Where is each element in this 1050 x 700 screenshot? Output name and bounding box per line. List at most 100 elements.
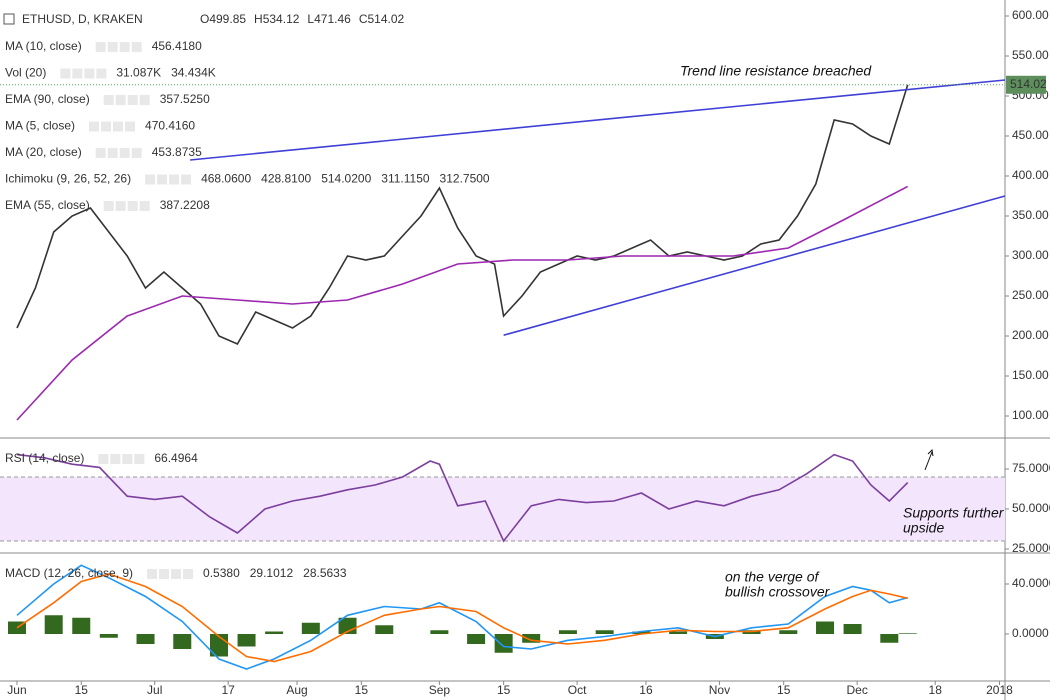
histogram-bar bbox=[898, 633, 917, 634]
y-tick-label: 350.00 bbox=[1012, 208, 1049, 222]
indicator-button[interactable] bbox=[139, 201, 150, 211]
indicator-button[interactable] bbox=[110, 454, 121, 464]
x-tick-label: 15 bbox=[777, 683, 791, 697]
indicator-button[interactable] bbox=[131, 148, 142, 158]
histogram-bar bbox=[816, 621, 835, 634]
indicator-button[interactable] bbox=[159, 569, 170, 579]
annotation: Supports further bbox=[903, 505, 1005, 521]
indicator-button[interactable] bbox=[181, 174, 192, 185]
indicator-value: 311.1150 bbox=[381, 172, 430, 186]
last-price-label: 514.02 bbox=[1010, 77, 1047, 91]
histogram-bar bbox=[136, 634, 155, 644]
indicator-button[interactable] bbox=[103, 201, 114, 211]
histogram-bar bbox=[99, 634, 118, 638]
indicator-button[interactable] bbox=[125, 121, 136, 132]
indicator-button[interactable] bbox=[72, 68, 83, 79]
annotation: on the verge of bbox=[725, 569, 821, 585]
indicator-button[interactable] bbox=[95, 148, 106, 158]
y-tick-label: 450.00 bbox=[1012, 128, 1049, 142]
indicator-button[interactable] bbox=[119, 148, 130, 158]
indicator-button[interactable] bbox=[101, 121, 112, 132]
x-tick-label: 15 bbox=[355, 683, 369, 697]
indicator-name: EMA (90, close) bbox=[5, 92, 90, 106]
indicator-button[interactable] bbox=[139, 95, 150, 105]
ohlc-label: O499.85 bbox=[200, 12, 246, 26]
y-tick-label: 50.0000 bbox=[1012, 501, 1050, 515]
histogram-bar bbox=[558, 630, 577, 634]
indicator-value: 357.5250 bbox=[160, 92, 210, 106]
x-tick-label: 18 bbox=[929, 683, 943, 697]
histogram-bar bbox=[430, 630, 449, 634]
indicator-name: RSI (14, close) bbox=[5, 451, 84, 465]
indicator-button[interactable] bbox=[107, 42, 118, 52]
y-tick-label: 0.0000 bbox=[1012, 626, 1049, 640]
x-tick-label: 15 bbox=[497, 683, 511, 697]
indicator-button[interactable] bbox=[96, 68, 107, 79]
indicator-button[interactable] bbox=[171, 569, 182, 579]
trend-line bbox=[503, 195, 1006, 336]
indicator-button[interactable] bbox=[115, 95, 126, 105]
y-tick-label: 25.0000 bbox=[1012, 541, 1050, 555]
x-tick-label: Dec bbox=[846, 683, 867, 697]
indicator-button[interactable] bbox=[145, 174, 156, 185]
indicator-button[interactable] bbox=[127, 201, 138, 211]
indicator-button[interactable] bbox=[115, 201, 126, 211]
histogram-bar bbox=[522, 634, 541, 643]
histogram-bar bbox=[173, 634, 192, 649]
series-line bbox=[16, 573, 908, 663]
histogram-bar bbox=[843, 624, 862, 634]
indicator-button[interactable] bbox=[169, 174, 180, 185]
rsi-band bbox=[0, 476, 1005, 541]
indicator-button[interactable] bbox=[107, 148, 118, 158]
x-tick-label: Sep bbox=[429, 683, 451, 697]
arrow bbox=[924, 451, 933, 471]
arrow-head bbox=[927, 448, 934, 457]
y-tick-label: 100.00 bbox=[1012, 408, 1049, 422]
indicator-button[interactable] bbox=[122, 454, 133, 464]
symbol-title: ETHUSD, D, KRAKEN bbox=[22, 12, 143, 26]
histogram-bar bbox=[375, 625, 394, 634]
trend-line bbox=[189, 79, 1006, 161]
indicator-button[interactable] bbox=[147, 569, 158, 579]
indicator-button[interactable] bbox=[134, 454, 145, 464]
indicator-value: 28.5633 bbox=[303, 566, 347, 580]
histogram-bar bbox=[669, 631, 688, 634]
histogram-bar bbox=[632, 631, 651, 634]
indicator-button[interactable] bbox=[119, 42, 130, 52]
indicator-button[interactable] bbox=[98, 454, 109, 464]
collapse-icon[interactable] bbox=[3, 13, 15, 25]
indicator-value: 453.8735 bbox=[152, 145, 202, 159]
indicator-value: 456.4180 bbox=[152, 39, 202, 53]
indicator-button[interactable] bbox=[183, 569, 194, 579]
annotation: Trend line resistance breached bbox=[680, 63, 872, 79]
indicator-button[interactable] bbox=[131, 42, 142, 52]
x-tick-label: Oct bbox=[568, 683, 587, 697]
y-tick-label: 400.00 bbox=[1012, 168, 1049, 182]
histogram-bar bbox=[467, 634, 486, 644]
indicator-button[interactable] bbox=[84, 68, 95, 79]
histogram-bar bbox=[265, 631, 284, 634]
series-line bbox=[16, 84, 909, 346]
x-tick-label: 15 bbox=[75, 683, 89, 697]
indicator-button[interactable] bbox=[89, 121, 100, 132]
histogram-bar bbox=[779, 630, 798, 634]
indicator-button[interactable] bbox=[113, 121, 124, 132]
indicator-value: 34.434K bbox=[171, 66, 216, 80]
indicator-button[interactable] bbox=[60, 68, 71, 79]
histogram-bar bbox=[72, 617, 91, 634]
x-tick-label: 2018 bbox=[986, 683, 1013, 697]
x-tick-label: Jul bbox=[147, 683, 162, 697]
indicator-name: MACD (12, 26, close, 9) bbox=[5, 566, 133, 580]
ohlc-label: H534.12 bbox=[254, 12, 300, 26]
series-line bbox=[16, 185, 909, 421]
indicator-button[interactable] bbox=[157, 174, 168, 185]
indicator-name: Vol (20) bbox=[5, 66, 46, 80]
indicator-button[interactable] bbox=[95, 42, 106, 52]
indicator-value: 428.8100 bbox=[261, 172, 311, 186]
indicator-button[interactable] bbox=[103, 95, 114, 105]
y-tick-label: 600.00 bbox=[1012, 8, 1049, 22]
indicator-button[interactable] bbox=[127, 95, 138, 105]
indicator-value: 66.4964 bbox=[154, 451, 198, 465]
indicator-value: 470.4160 bbox=[145, 119, 195, 133]
indicator-value: 312.7500 bbox=[440, 172, 490, 186]
